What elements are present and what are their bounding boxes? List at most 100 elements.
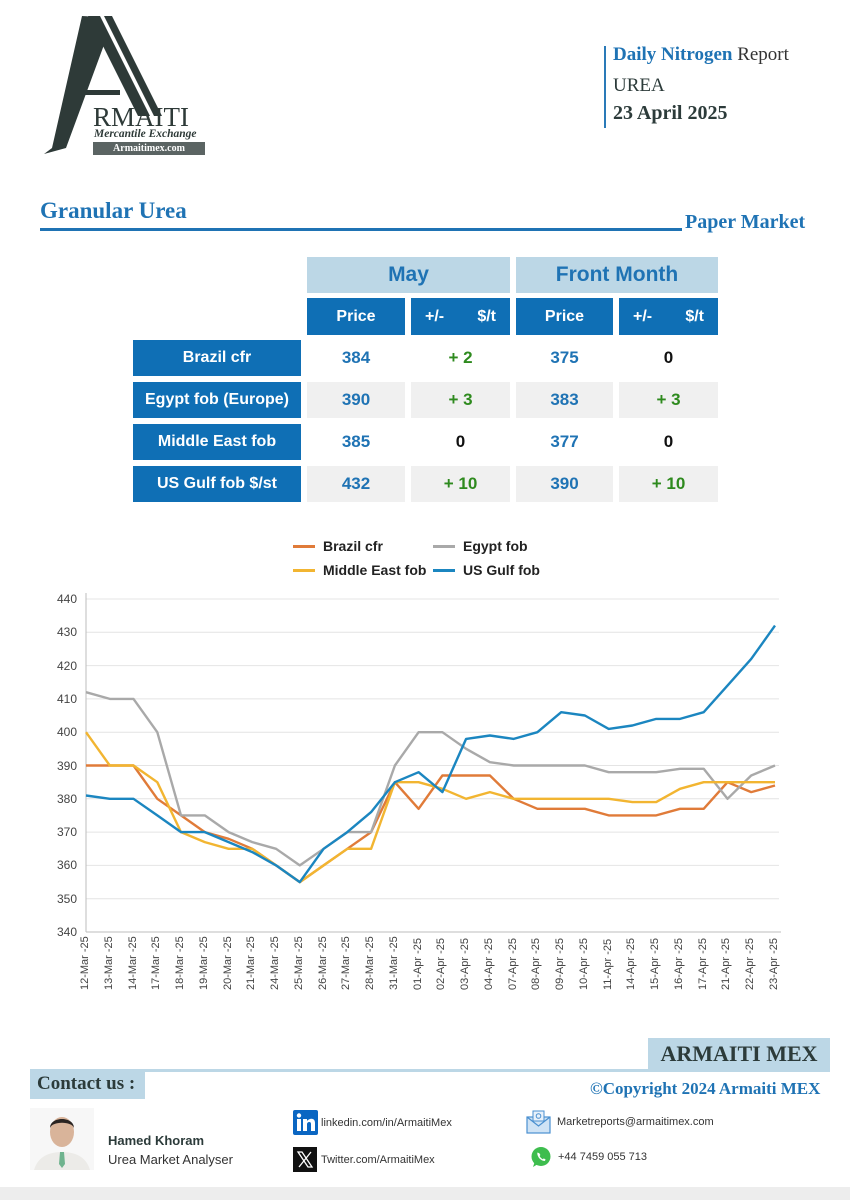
- cell-fm-change: 0: [663, 432, 674, 451]
- cell-fm-price: 375: [550, 348, 579, 367]
- linkedin-link[interactable]: linkedin.com/in/ArmaitiMex: [293, 1110, 452, 1135]
- cell-may-price: 432: [307, 466, 405, 502]
- person-role: Urea Market Analyser: [108, 1152, 233, 1167]
- legend-swatch: [433, 568, 455, 572]
- legend-item-middle-east-fob: Middle East fob: [293, 562, 426, 578]
- x-axis-tick-label: 20-Mar -25: [221, 936, 234, 990]
- x-axis-tick-label: 16-Apr -25: [672, 938, 685, 990]
- cell-may-price: 385: [341, 432, 371, 451]
- y-axis-tick-label: 350: [56, 891, 77, 906]
- x-axis-tick-label: 14-Apr -25: [625, 938, 638, 990]
- section-divider: [40, 228, 682, 231]
- x-axis-tick-label: 09-Apr -25: [554, 938, 567, 990]
- twitter-link[interactable]: Twitter.com/ArmaitiMex: [293, 1147, 435, 1172]
- person-name: Hamed Khoram: [108, 1133, 205, 1148]
- col-header-change-label: +/-: [425, 307, 445, 325]
- x-axis-tick-label: 13-Mar -25: [102, 936, 115, 990]
- x-axis-tick-label: 19-Mar -25: [197, 936, 210, 990]
- section-subtitle: Paper Market: [685, 211, 806, 233]
- x-axis-tick-label: 15-Apr -25: [649, 938, 662, 990]
- y-axis-tick-label: 370: [56, 825, 77, 840]
- email-link[interactable]: Marketreports@armaitimex.com: [526, 1110, 714, 1134]
- col-header-fm-price: Price: [516, 298, 613, 335]
- series-line-brazil-cfr: [86, 764, 776, 884]
- cell-may-price: 390: [307, 382, 405, 418]
- x-axis-tick-label: 28-Mar -25: [364, 936, 377, 990]
- y-axis-tick-label: 420: [56, 658, 77, 673]
- x-axis-tick-label: 14-Mar -25: [126, 936, 139, 990]
- y-axis-tick-label: 390: [56, 758, 77, 773]
- cell-fm-price: 383: [516, 382, 613, 418]
- cell-may-price: 384: [341, 348, 371, 367]
- report-product: UREA: [613, 75, 665, 96]
- col-header-change-label: +/-: [633, 307, 653, 325]
- cell-may-change: + 2: [448, 348, 473, 367]
- x-twitter-icon: [293, 1147, 317, 1172]
- y-axis-tick-label: 380: [56, 791, 77, 806]
- cell-fm-price: 377: [550, 432, 579, 451]
- cell-may-change: + 3: [411, 382, 510, 418]
- contact-heading: Contact us :: [30, 1069, 145, 1099]
- linkedin-icon: [293, 1110, 318, 1135]
- x-axis-tick-label: 26-Mar -25: [316, 936, 329, 990]
- y-axis-tick-label: 400: [56, 725, 77, 740]
- series-line-egypt-fob: [85, 691, 776, 867]
- y-axis-tick-label: 430: [56, 625, 77, 640]
- cell-may-change: 0: [455, 432, 466, 451]
- col-header-may-price: Price: [307, 298, 405, 335]
- row-label-middle-east-fob: Middle East fob: [133, 424, 301, 460]
- x-axis-tick-label: 01-Apr -25: [411, 938, 424, 990]
- report-date: 23 April 2025: [613, 102, 728, 124]
- x-axis-tick-label: 03-Apr -25: [459, 938, 472, 990]
- x-axis-tick-label: 07-Apr -25: [506, 938, 519, 990]
- x-axis-tick-label: 22-Apr -25: [744, 938, 757, 990]
- copyright-text: ©Copyright 2024 Armaiti MEX: [590, 1079, 821, 1098]
- row-label-brazil-cfr: Brazil cfr: [133, 340, 301, 376]
- person-photo-icon: [30, 1108, 94, 1170]
- phone-number: +44 7459 055 713: [558, 1151, 648, 1163]
- email-icon: [526, 1110, 551, 1134]
- armaiti-logo: [38, 12, 213, 157]
- col-header-may-change: +/- $/t: [411, 298, 510, 335]
- linkedin-url: linkedin.com/in/ArmaitiMex: [321, 1116, 452, 1129]
- cell-fm-change: 0: [663, 348, 674, 367]
- x-axis-tick-label: 21-Mar -25: [245, 936, 258, 990]
- page-bottom-strip: [0, 1187, 850, 1200]
- x-axis-tick-label: 27-Mar -25: [340, 936, 353, 990]
- x-axis-tick-label: 10-Apr -25: [577, 938, 590, 990]
- legend-swatch: [293, 568, 315, 572]
- email-address: Marketreports@armaitimex.com: [557, 1116, 714, 1128]
- group-header-may: May: [307, 257, 510, 293]
- x-axis-tick-label: 23-Apr -25: [768, 938, 780, 990]
- x-axis-tick-label: 31-Mar -25: [387, 936, 400, 990]
- x-axis-tick-label: 24-Mar -25: [269, 936, 282, 990]
- col-header-unit-label: $/t: [685, 307, 704, 325]
- y-axis-tick-label: 340: [56, 925, 77, 939]
- phone-link[interactable]: +44 7459 055 713: [530, 1146, 647, 1168]
- twitter-url: Twitter.com/ArmaitiMex: [321, 1153, 435, 1166]
- x-axis-tick-label: 17-Mar -25: [150, 936, 163, 990]
- legend-item-egypt-fob: Egypt fob: [433, 538, 528, 554]
- x-axis-tick-label: 18-Mar -25: [174, 936, 187, 990]
- report-title: Daily Nitrogen Report: [613, 44, 789, 66]
- x-axis-tick-label: 11-Apr -25: [601, 938, 614, 990]
- legend-label: US Gulf fob: [463, 562, 540, 578]
- x-axis-tick-label: 21-Apr -25: [720, 938, 733, 990]
- legend-swatch: [433, 544, 455, 548]
- logo-wordmark: RMAITI: [93, 102, 189, 132]
- logo-subtitle: Mercantile Exchange: [94, 128, 197, 140]
- price-line-chart: 340 350 360 370 380 390 400 410 420 430 440 12-Mar …: [0, 590, 850, 1000]
- y-axis-tick-label: 410: [56, 691, 77, 706]
- cell-fm-change: + 3: [619, 382, 718, 418]
- y-axis-tick-label: 440: [56, 592, 77, 606]
- legend-label: Brazil cfr: [323, 538, 383, 554]
- whatsapp-icon: [531, 1147, 551, 1167]
- report-title-bold: Daily Nitrogen: [613, 44, 733, 65]
- contact-divider: [30, 1069, 830, 1072]
- series-line-us-gulf-fob: [85, 624, 776, 884]
- logo-a-mark-icon: [44, 16, 162, 154]
- series-line-middle-east-fob: [85, 731, 775, 884]
- col-header-unit-label: $/t: [477, 307, 496, 325]
- section-title: Granular Urea: [40, 198, 187, 223]
- header-accent-bar: [604, 46, 606, 128]
